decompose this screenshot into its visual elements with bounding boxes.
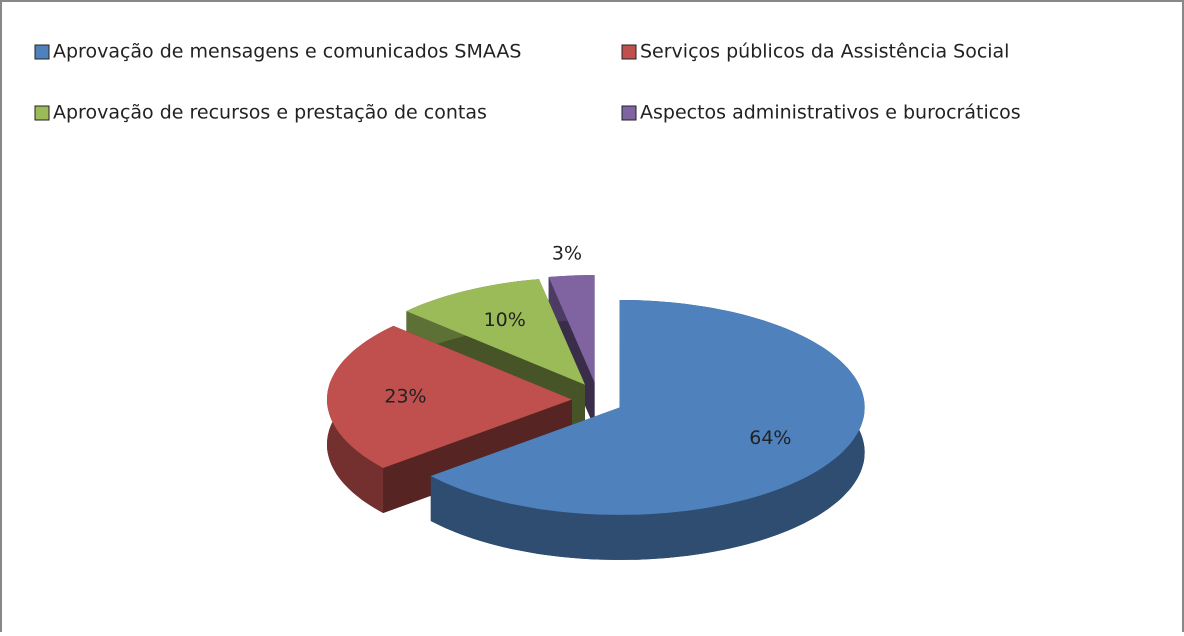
data-label: 10% (484, 309, 526, 331)
slice (406, 279, 585, 385)
slice (548, 275, 595, 383)
slice (327, 325, 572, 468)
data-label: 64% (749, 427, 791, 449)
legend-swatch (34, 44, 50, 60)
slice-outer-wall (430, 300, 865, 560)
slice-radial-wall (383, 399, 572, 513)
legend-swatch (34, 105, 50, 121)
legend-swatch (621, 105, 637, 121)
data-label: 23% (384, 386, 426, 408)
legend-label: Aprovação de recursos e prestação de con… (53, 102, 487, 124)
slice (430, 300, 865, 515)
data-label: 3% (552, 243, 582, 265)
legend-swatch (621, 44, 637, 60)
legend-label: Aprovação de mensagens e comunicados SMA… (53, 41, 521, 63)
legend-label: Serviços públicos da Assistência Social (640, 41, 1009, 63)
legend-label: Aspectos administrativos e burocráticos (640, 102, 1021, 124)
